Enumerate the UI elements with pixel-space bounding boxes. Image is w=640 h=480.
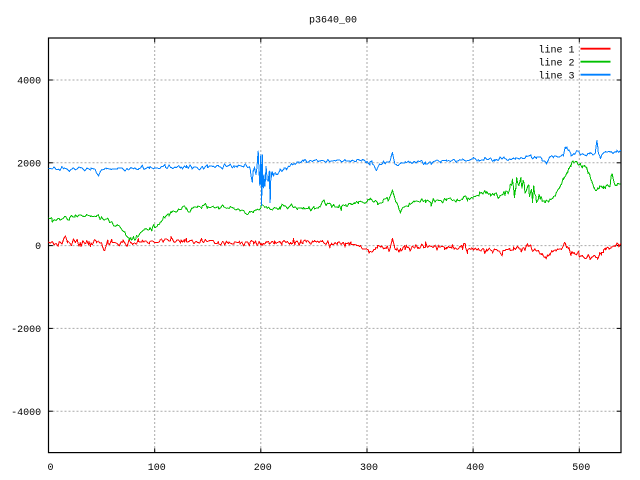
svg-text:-2000: -2000 <box>11 325 41 336</box>
svg-text:p3640_00: p3640_00 <box>309 15 357 26</box>
svg-text:line 2: line 2 <box>538 57 574 69</box>
svg-text:200: 200 <box>254 463 272 474</box>
svg-text:line 1: line 1 <box>538 44 574 56</box>
svg-text:400: 400 <box>466 463 484 474</box>
svg-text:-4000: -4000 <box>11 408 41 419</box>
svg-text:300: 300 <box>360 463 378 474</box>
svg-text:4000: 4000 <box>17 77 41 88</box>
svg-text:0: 0 <box>35 242 41 253</box>
svg-text:0: 0 <box>47 463 53 474</box>
svg-text:100: 100 <box>148 463 166 474</box>
svg-text:line 3: line 3 <box>538 70 574 82</box>
svg-text:2000: 2000 <box>17 159 41 170</box>
svg-text:500: 500 <box>572 463 590 474</box>
